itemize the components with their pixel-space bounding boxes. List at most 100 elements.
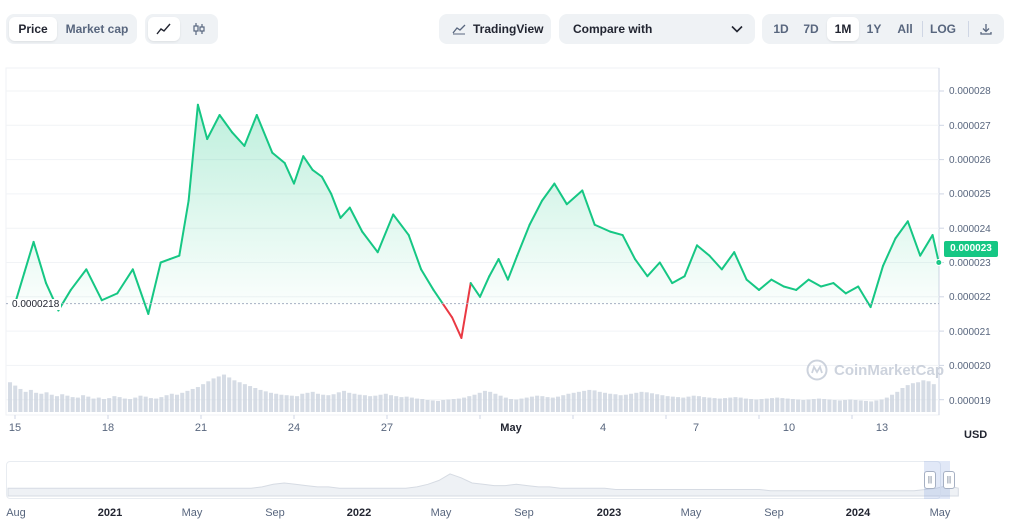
price-line-segment <box>658 261 674 285</box>
price-line-segment <box>283 162 295 185</box>
volume-bar <box>456 398 461 412</box>
volume-bar <box>498 395 503 412</box>
volume-bar <box>190 388 195 412</box>
range-7d[interactable]: 7D <box>803 22 819 36</box>
volume-bar <box>394 396 399 412</box>
price-line-segment <box>497 258 509 281</box>
volume-bar <box>201 384 206 412</box>
price-line-segment <box>894 220 909 240</box>
tab-price[interactable]: Price <box>9 17 57 41</box>
volume-bar <box>743 398 748 412</box>
volume-bar <box>686 396 691 412</box>
volume-bar <box>733 397 738 412</box>
volume-bar <box>576 391 581 412</box>
volume-bar <box>707 397 712 412</box>
price-line-segment <box>770 278 785 288</box>
volume-bar <box>884 397 889 412</box>
volume-bar <box>96 397 101 412</box>
price-line-segment <box>720 251 736 271</box>
price-line-segment <box>696 244 711 257</box>
range-1d[interactable]: 1D <box>773 22 789 36</box>
volume-bar <box>749 399 754 412</box>
volume-bar <box>811 399 816 412</box>
navigator-label: 2024 <box>845 507 871 519</box>
price-line-segment <box>376 213 395 254</box>
price-line-segment <box>14 271 26 305</box>
range-1m[interactable]: 1M <box>827 17 859 41</box>
volume-bar <box>321 394 326 412</box>
volume-bar <box>717 398 722 412</box>
volume-bar <box>613 394 618 412</box>
price-line-segment <box>581 189 596 226</box>
volume-bar <box>232 380 237 412</box>
price-line-segment <box>23 240 35 274</box>
y-tick-label: 0.000027 <box>949 121 991 132</box>
volume-bar <box>378 394 383 412</box>
volume-bar <box>128 399 133 412</box>
price-line-segment <box>528 199 543 226</box>
volume-bar <box>618 395 623 412</box>
price-line-segment <box>906 220 922 257</box>
price-line-segment <box>196 103 209 141</box>
compare-with-dropdown[interactable]: Compare with <box>559 14 755 44</box>
volume-bar <box>587 389 592 412</box>
download-icon <box>980 24 992 35</box>
price-line-segment <box>320 175 333 195</box>
price-line-segment <box>432 288 444 305</box>
volume-bar <box>801 400 806 412</box>
price-line-segment <box>621 234 636 261</box>
volume-bar <box>91 398 96 412</box>
volume-bar <box>822 399 827 412</box>
volume-bar <box>754 399 759 412</box>
price-line-segment <box>919 234 934 257</box>
volume-bar <box>388 395 394 412</box>
tradingview-label: TradingView <box>473 22 544 36</box>
volume-bar <box>352 393 357 412</box>
tab-market-cap[interactable]: Market cap <box>65 22 129 36</box>
price-line-segment <box>243 114 258 147</box>
volume-bar <box>858 400 863 412</box>
current-price-badge: 0.000023 <box>944 241 998 257</box>
range-1y[interactable]: 1Y <box>866 22 882 36</box>
download-button[interactable] <box>972 17 1000 41</box>
volume-bar <box>853 400 858 412</box>
volume-bar <box>347 392 352 412</box>
price-line-segment <box>392 213 410 237</box>
volume-bar <box>326 395 331 412</box>
navigator-handle-right[interactable]: || <box>943 471 955 489</box>
log-scale-button[interactable]: LOG <box>930 22 956 36</box>
navigator-label: May <box>430 507 452 519</box>
volume-bar <box>248 386 253 412</box>
volume-bar <box>910 383 915 412</box>
volume-bar <box>602 392 607 412</box>
volume-bar <box>634 392 639 412</box>
price-line-segment <box>147 261 162 315</box>
volume-bar <box>39 393 44 412</box>
price-line-segment <box>85 268 103 302</box>
candlestick-chart-button[interactable] <box>183 17 215 41</box>
price-line-segment <box>231 131 246 147</box>
volume-bar <box>472 394 477 412</box>
volume-bar <box>284 395 289 412</box>
navigator-handle-left[interactable]: || <box>924 471 936 489</box>
price-line-segment <box>339 206 351 219</box>
volume-bar <box>81 395 86 412</box>
range-all[interactable]: All <box>897 22 913 36</box>
price-line-segment <box>832 282 847 295</box>
x-tick-label: 13 <box>875 422 889 434</box>
tradingview-button[interactable]: TradingView <box>439 14 551 44</box>
volume-bar <box>49 394 54 412</box>
volume-bar <box>143 396 148 412</box>
line-chart-button[interactable] <box>148 17 180 41</box>
price-line-segment <box>361 230 379 254</box>
price-line-segment <box>857 285 872 309</box>
navigator-label: 2022 <box>346 507 372 519</box>
volume-bar <box>289 395 294 412</box>
price-line-segment <box>516 223 531 257</box>
volume-bar <box>921 380 926 412</box>
volume-bar <box>676 397 681 412</box>
navigator[interactable] <box>6 461 941 499</box>
price-line-segment <box>311 168 323 178</box>
price-line-segment <box>441 302 454 319</box>
